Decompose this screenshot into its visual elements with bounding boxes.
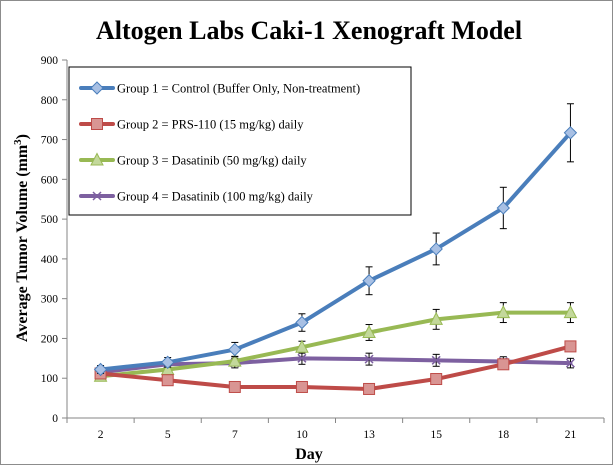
series-4-point-stroke — [565, 358, 575, 368]
y-axis-title-main: Average Tumor Volume (mm — [14, 144, 31, 342]
series-2-point — [497, 358, 510, 371]
series-4-point — [297, 353, 307, 363]
series-4-point — [364, 354, 374, 364]
x-tick-label: 7 — [232, 429, 238, 441]
x-tick-label: 10 — [296, 429, 308, 441]
series-1-point — [563, 126, 578, 140]
y-tick-label: 300 — [41, 294, 59, 306]
series-4-point — [431, 355, 441, 365]
series-4-line — [98, 356, 573, 375]
series-2-point — [363, 382, 376, 395]
y-tick-label: 200 — [41, 333, 59, 345]
x-tick-label: 5 — [165, 429, 171, 441]
x-tick-label: 13 — [363, 429, 375, 441]
series-1 — [93, 103, 578, 377]
x-axis: 2 5 7 10 13 15 18 21 — [66, 417, 605, 441]
y-axis: 0 100 200 300 400 500 600 700 800 900 — [41, 55, 68, 425]
legend-label: Group 4 = Dasatinib (100 mg/kg) daily — [117, 190, 314, 204]
x-tick-label: 18 — [498, 429, 510, 441]
series-3-point — [563, 305, 578, 319]
x-tick-label: 2 — [98, 429, 104, 441]
x-axis-title: Day — [295, 446, 323, 463]
y-tick-label: 0 — [52, 413, 58, 425]
series-3-point — [496, 305, 511, 319]
y-tick-label: 500 — [41, 214, 59, 226]
series-1-point — [362, 274, 376, 288]
series-1-line — [98, 130, 573, 372]
series-2-line — [98, 344, 573, 391]
series-3-point — [429, 311, 444, 325]
series-1-point — [496, 201, 511, 215]
y-tick-label: 800 — [41, 95, 59, 107]
legend-label: Group 2 = PRS-110 (15 mg/kg) daily — [117, 118, 304, 132]
chart-title: Altogen Labs Caki-1 Xenograft Model — [96, 16, 522, 45]
series-2-point — [430, 373, 443, 386]
legend-box — [68, 66, 412, 216]
y-tick-label: 400 — [41, 254, 59, 266]
legend-swatch-marker — [90, 152, 104, 166]
legend-swatch-marker — [91, 118, 103, 130]
series-2-point — [161, 374, 174, 387]
legend-item-4: Group 4 = Dasatinib (100 mg/kg) daily — [79, 190, 314, 204]
legend-item-1: Group 1 = Control (Buffer Only, Non-trea… — [79, 81, 360, 96]
series-4-point-stroke — [364, 354, 374, 364]
x-tick-label: 21 — [565, 429, 577, 441]
series-3-point — [295, 339, 309, 353]
series-2-point — [564, 340, 577, 353]
series-layer — [93, 103, 578, 395]
y-axis-title-superscript: 3 — [12, 139, 24, 145]
legend-item-3: Group 3 = Dasatinib (50 mg/kg) daily — [79, 152, 307, 168]
legend-swatch-marker — [92, 191, 102, 201]
series-2-point — [228, 380, 241, 393]
legend: Group 1 = Control (Buffer Only, Non-trea… — [68, 66, 412, 216]
y-tick-label: 600 — [41, 174, 59, 186]
series-1-point — [160, 355, 175, 370]
series-4-point-stroke — [297, 353, 307, 363]
series-3-line — [98, 310, 573, 379]
y-axis-title: Average Tumor Volume (mm3) — [12, 134, 31, 342]
y-tick-label: 900 — [41, 55, 59, 67]
series-3-point — [227, 353, 242, 367]
series-1-point — [429, 242, 443, 256]
series-1-point — [228, 342, 242, 357]
series-1-point — [93, 362, 108, 377]
y-tick-label: 700 — [41, 135, 59, 147]
legend-swatch-marker — [90, 81, 104, 95]
legend-item-2: Group 2 = PRS-110 (15 mg/kg) daily — [79, 118, 304, 132]
series-2-point — [295, 380, 308, 393]
series-3-point — [362, 324, 376, 338]
x-tick-label: 15 — [430, 429, 442, 441]
y-axis-title-close: ) — [14, 134, 31, 139]
legend-label: Group 3 = Dasatinib (50 mg/kg) daily — [117, 154, 307, 168]
y-tick-label: 100 — [41, 373, 59, 385]
legend-swatch-marker-stroke — [92, 191, 102, 201]
series-1-point — [295, 315, 309, 330]
series-4-point-stroke — [431, 355, 441, 365]
series-4-point — [565, 358, 575, 368]
legend-label: Group 1 = Control (Buffer Only, Non-trea… — [117, 82, 360, 96]
